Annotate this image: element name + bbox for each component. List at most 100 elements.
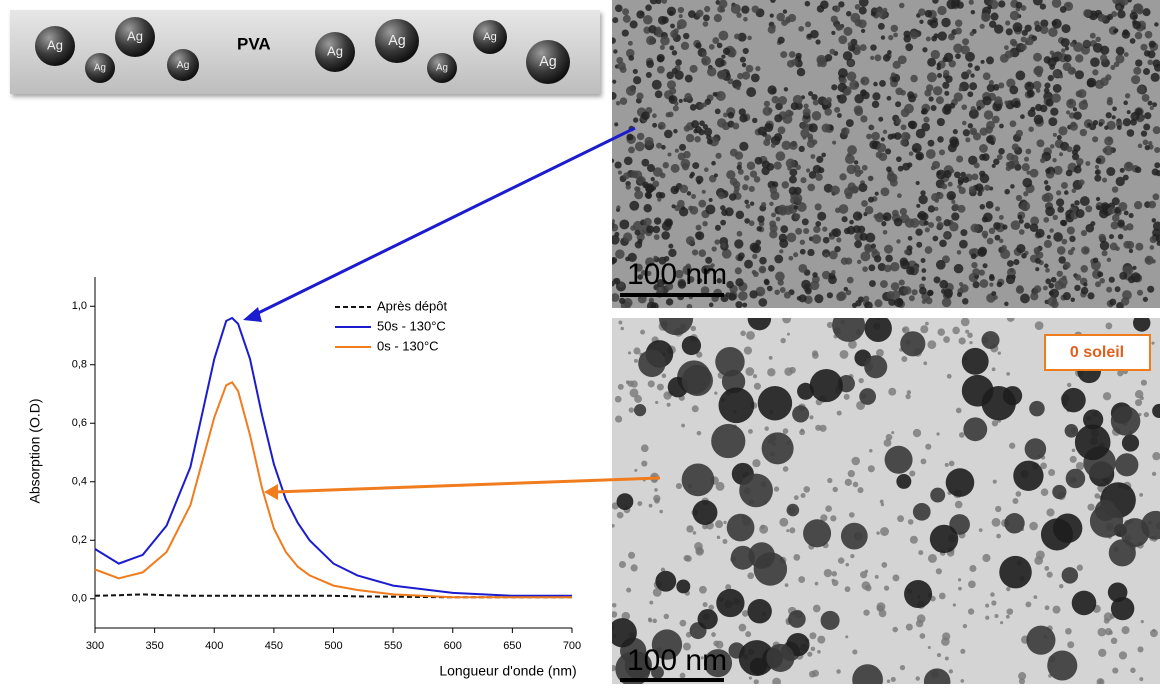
particle-dot: [993, 295, 998, 300]
particle-dot: [1007, 161, 1016, 170]
particle-dot: [670, 23, 675, 29]
particle-dot: [1073, 42, 1084, 53]
particle-dot: [924, 227, 930, 233]
particle-dot: [864, 355, 888, 379]
particle-dot: [815, 39, 821, 45]
particle-dot: [961, 104, 968, 110]
particle-dot: [760, 524, 765, 529]
particle-dot: [1033, 285, 1042, 293]
particle-dot: [947, 181, 953, 187]
particle-dot: [617, 383, 624, 390]
particle-dot: [798, 145, 805, 153]
particle-dot: [737, 72, 744, 80]
particle-dot: [767, 368, 776, 377]
particle-dot: [775, 151, 786, 161]
particle-dot: [962, 176, 969, 183]
particle-dot: [849, 219, 854, 225]
particle-label: Ag: [47, 37, 63, 52]
particle-dot: [806, 139, 816, 149]
particle-dot: [612, 79, 617, 84]
particle-dot: [842, 51, 853, 61]
particle-dot: [643, 15, 653, 25]
particle-dot: [989, 20, 997, 29]
particle-dot: [789, 168, 798, 177]
particle-dot: [1043, 217, 1050, 223]
particle-dot: [843, 26, 853, 36]
particle-dot: [617, 170, 622, 175]
particle-dot: [859, 388, 877, 405]
particle-dot: [720, 242, 727, 248]
particle-dot: [823, 568, 833, 578]
particle-dot: [1006, 152, 1015, 161]
particle-dot: [1079, 196, 1090, 206]
particle-dot: [966, 69, 972, 75]
particle-dot: [1040, 19, 1049, 28]
particle-dot: [1132, 318, 1151, 332]
particle-dot: [971, 173, 979, 181]
particle-label: Ag: [177, 60, 190, 71]
y-tick-label: 0,8: [72, 359, 87, 371]
particle-dot: [1073, 111, 1082, 120]
particle-dot: [688, 10, 696, 18]
particle-dot: [749, 170, 758, 178]
particle-dot: [858, 169, 864, 175]
particle-dot: [915, 181, 920, 186]
particle-dot: [768, 355, 773, 360]
particle-dot: [790, 102, 799, 111]
particle-dot: [628, 146, 635, 154]
arrow: [274, 476, 661, 494]
particle-dot: [1006, 267, 1017, 277]
particle-dot: [962, 623, 968, 629]
particle-dot: [1074, 70, 1084, 80]
particle-dot: [904, 580, 933, 609]
particle-dot: [651, 629, 683, 660]
particle-dot: [836, 237, 842, 243]
particle-dot: [766, 162, 775, 171]
particle-dot: [836, 410, 842, 416]
particle-dot: [1152, 221, 1160, 231]
particle-dot: [900, 259, 910, 270]
particle-dot: [1049, 144, 1055, 149]
particle: [315, 32, 355, 72]
particle-dot: [812, 272, 818, 278]
particle-dot: [793, 205, 798, 210]
particle-dot: [1122, 225, 1129, 231]
particle-dot: [826, 97, 832, 103]
particle-dot: [908, 120, 918, 130]
particle-dot: [1122, 118, 1132, 127]
particle-dot: [1056, 246, 1066, 255]
particle-dot: [1025, 37, 1034, 46]
particle-dot: [871, 248, 878, 255]
particle-dot: [857, 225, 866, 234]
particle-dot: [743, 175, 750, 181]
particle-dot: [748, 676, 752, 680]
particle-dot: [957, 204, 966, 213]
x-tick-label: 400: [205, 640, 223, 652]
particle-dot: [895, 101, 902, 108]
particle-dot: [962, 129, 971, 137]
particle-dot: [1111, 11, 1118, 17]
particle-dot: [956, 292, 963, 298]
particle-dot: [877, 22, 885, 30]
particle-dot: [873, 81, 878, 87]
particle-dot: [769, 201, 774, 207]
particle-dot: [886, 679, 891, 683]
particle-dot: [736, 86, 741, 91]
particle-dot: [981, 12, 991, 22]
particle-dot: [993, 222, 1001, 230]
particle-dot: [643, 204, 652, 213]
particle-dot: [979, 279, 989, 288]
particle-dot: [1058, 126, 1068, 136]
particle-dot: [656, 65, 665, 74]
x-tick-label: 450: [265, 640, 283, 652]
particle-dot: [1033, 595, 1038, 600]
x-tick-label: 350: [145, 640, 163, 652]
particle-dot: [952, 203, 960, 211]
particle-dot: [861, 581, 871, 590]
particle-dot: [1024, 438, 1047, 460]
particle-dot: [757, 386, 793, 421]
particle-dot: [962, 298, 969, 305]
particle-dot: [751, 5, 759, 13]
particle-dot: [1151, 218, 1157, 223]
particle-dot: [1029, 223, 1039, 232]
